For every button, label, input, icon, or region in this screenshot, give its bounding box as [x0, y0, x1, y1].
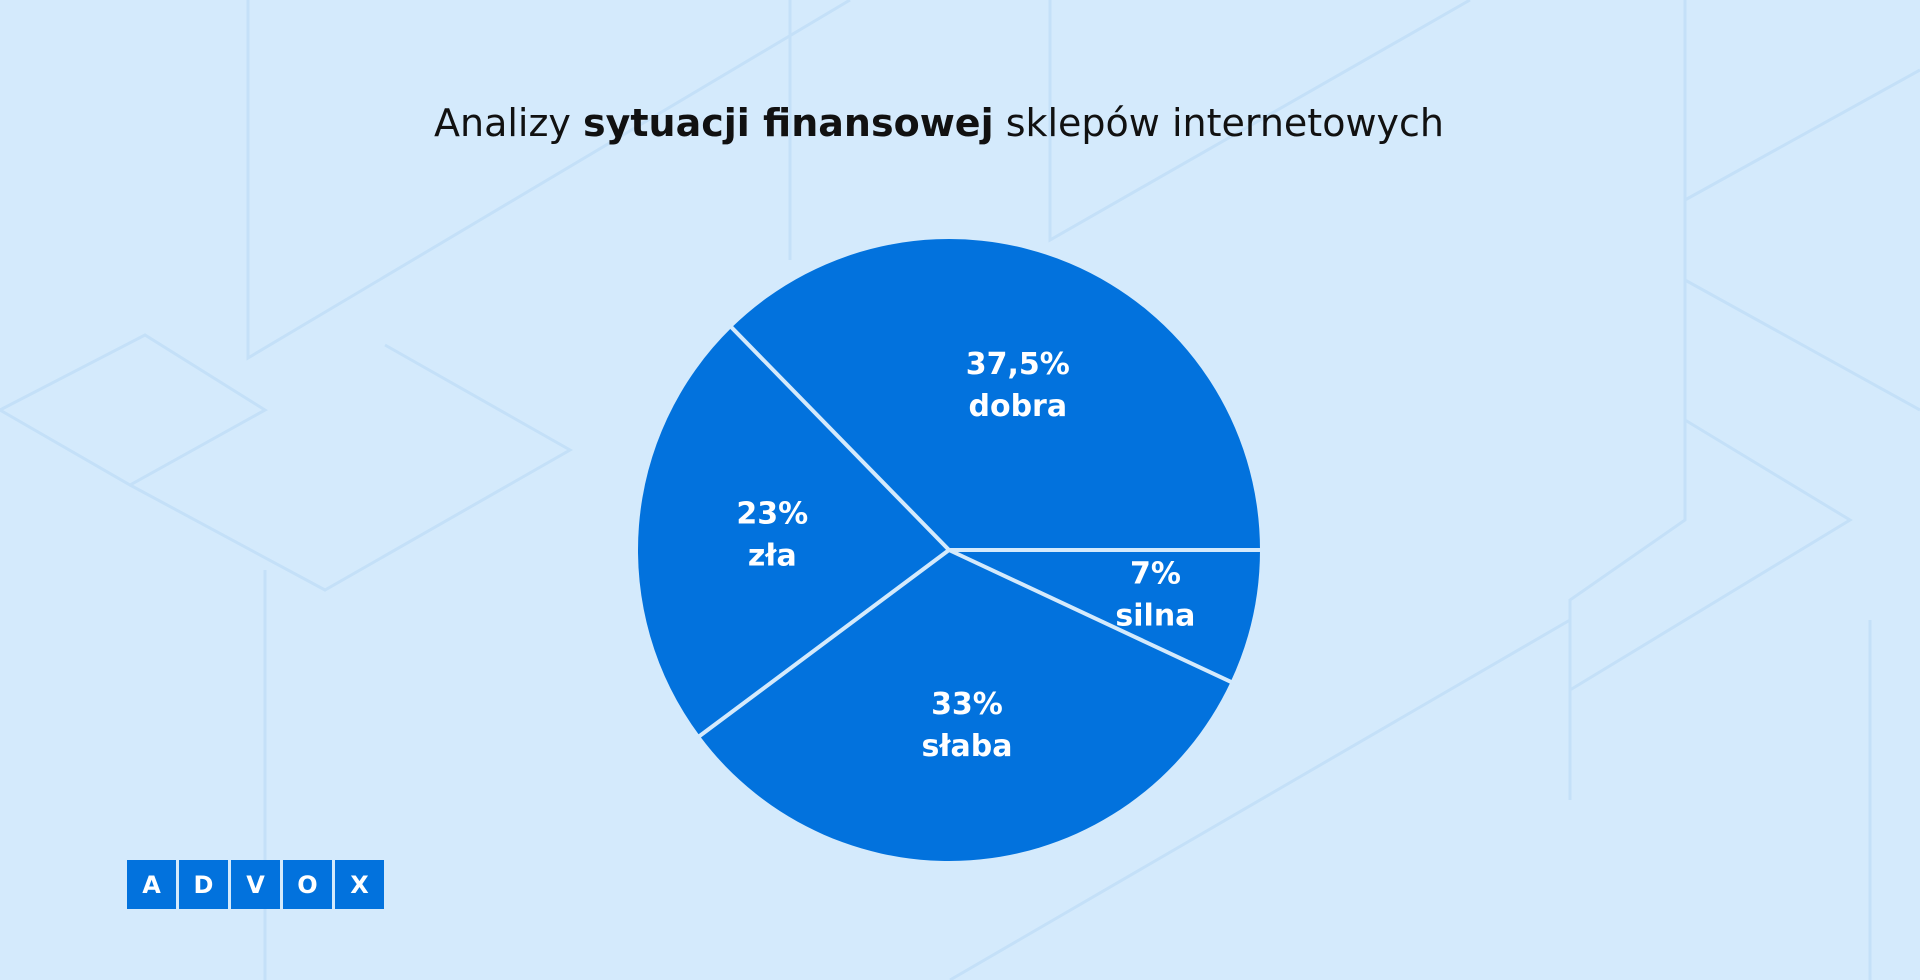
chart-title: Analizy sytuacji finansowej sklepów inte… — [434, 101, 1444, 145]
category-label: słaba — [922, 729, 1013, 764]
logo-letter: D — [194, 871, 214, 899]
logo-box — [283, 860, 332, 909]
pie-slice — [731, 238, 1260, 550]
slice-separator — [729, 325, 951, 552]
pie-slice — [699, 550, 1231, 861]
logo-letter: A — [142, 871, 161, 899]
logo-letter: X — [350, 871, 369, 899]
value-label: 7% — [1130, 556, 1181, 591]
slice-separator — [697, 548, 951, 739]
logo-box — [179, 860, 228, 909]
title-bold: sytuacji finansowej — [583, 101, 994, 145]
pie: 37,5% dobra 7% silna 33% słaba 23% zła — [638, 238, 1261, 861]
category-label: zła — [748, 539, 797, 574]
pie-slice — [638, 327, 949, 736]
logo-box — [335, 860, 384, 909]
category-label: silna — [1115, 598, 1195, 633]
logo-box — [127, 860, 176, 909]
value-label: 23% — [736, 497, 808, 532]
logo-letter: V — [246, 871, 265, 899]
logo-box — [231, 860, 280, 909]
title-part: sklepów internetowych — [994, 101, 1444, 145]
logo-letter: O — [297, 871, 317, 899]
slice-separator — [948, 548, 1233, 685]
category-label: dobra — [968, 389, 1067, 424]
pie-slice — [949, 550, 1260, 682]
title-part: Analizy — [434, 101, 583, 145]
value-label: 33% — [931, 687, 1003, 722]
value-label: 37,5% — [966, 347, 1070, 382]
